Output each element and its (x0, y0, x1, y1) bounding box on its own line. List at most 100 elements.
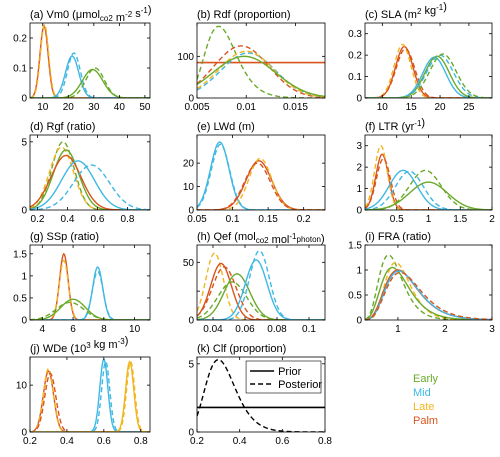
panel-d: 0.2 0.4 0.6 0.8 0 5(d) Rgf (ratio) (21, 121, 151, 225)
legend-early: Early (413, 373, 439, 385)
xtick-label-f-2: 1.5 (453, 214, 467, 225)
curve-c-early-posterior-6 (365, 53, 492, 98)
legend-late: Late (413, 401, 435, 413)
ytick-label-k-1: 5 (188, 359, 194, 370)
ytick-label-c-1: 0.1 (348, 72, 362, 83)
plot-area-b (197, 25, 325, 98)
axes-i (364, 244, 493, 321)
ytick-label-f-3: 3 (356, 141, 362, 152)
ytick-label-i-0: 0 (356, 316, 362, 327)
curve-a-mid-prior-2 (30, 55, 150, 98)
ytick-label-h-2: 50 (183, 258, 195, 269)
ytick-label-e-0: 0 (188, 206, 194, 217)
legend-box-k (245, 360, 322, 394)
curve-h-early-posterior-4 (197, 281, 325, 320)
xtick-label-i-2: 3 (489, 324, 495, 335)
curve-h-early-prior-3 (197, 273, 325, 320)
plot-area-d (30, 141, 150, 210)
xtick-label-a-1: 20 (63, 102, 75, 113)
panel-j: 0.2 0.4 0.6 0.8 0 10 (j) WDe (103 kg m-3) (16, 335, 151, 447)
axes-b (196, 22, 326, 99)
xtick-label-i-0: 1 (395, 324, 401, 335)
curve-e-mid-prior-0 (197, 141, 325, 210)
xtick-label-a-0: 10 (37, 102, 49, 113)
ytick-label-g-3: 1.5 (13, 249, 27, 260)
curve-i-palm-posterior-5 (365, 271, 492, 320)
axes-h (196, 244, 326, 321)
plot-area-g (30, 252, 150, 320)
curve-i-early-prior-2 (365, 266, 492, 320)
ytick-label-i-1: 0.5 (348, 291, 362, 302)
panel-title-a: (a) Vm0 (μmolco2 m-2 s-1) (30, 4, 152, 24)
legend-label-prior: Prior (278, 366, 302, 378)
xtick-label-f-0: 0.5 (390, 214, 404, 225)
panel-title-b: (b) Rdf (proportion) (197, 9, 291, 21)
curve-g-early-prior-4 (30, 298, 150, 320)
axes-d (29, 134, 151, 211)
plot-area-e (197, 141, 325, 210)
ytick-label-j-0: 0 (21, 428, 27, 439)
ytick-label-b-1: 100 (177, 52, 194, 63)
group-legend: Early Mid Late Palm (413, 372, 438, 428)
xtick-label-k-3: 0.8 (318, 436, 332, 447)
curve-c-mid-prior-3 (365, 56, 492, 98)
curve-f-early-posterior-6 (365, 169, 492, 210)
xtick-label-j-1: 0.4 (60, 436, 74, 447)
curve-c-palm-posterior-2 (365, 48, 492, 98)
ytick-label-a-1: 0.1 (13, 64, 27, 75)
legend-mid: Mid (413, 387, 431, 399)
xtick-label-j-0: 0.2 (23, 436, 37, 447)
xtick-label-g-1: 6 (70, 324, 76, 335)
ytick-label-g-2: 1 (21, 271, 27, 282)
xtick-label-k-1: 0.4 (233, 436, 247, 447)
curve-c-late-posterior-1 (365, 43, 492, 98)
plot-area-j (30, 358, 150, 432)
xtick-label-j-3: 0.8 (134, 436, 148, 447)
curve-i-late-posterior-1 (365, 261, 492, 320)
panel-h: 0.04 0.06 0.08 0.1 0 50 (h) Qef (molco2 mol-1p… (183, 231, 326, 335)
xtick-label-c-0: 10 (377, 102, 389, 113)
panel-title-j: (j) WDe (103 kg m-3) (30, 335, 128, 355)
panel-title-e: (e) LWd (m) (197, 121, 255, 133)
panel-title-f: (f) LTR (yr-1) (365, 117, 425, 133)
curve-j-late-posterior-1 (30, 368, 150, 432)
xtick-label-c-3: 25 (463, 102, 475, 113)
axes-k (196, 356, 326, 433)
xtick-label-e-3: 0.2 (297, 214, 311, 225)
xtick-label-d-0: 0.2 (31, 214, 45, 225)
curve-d-mid-prior-5 (30, 160, 150, 210)
panel-title-d: (d) Rgf (ratio) (30, 121, 95, 133)
curve-d-palm-prior-3 (30, 154, 150, 210)
axes-e (196, 134, 326, 211)
panel-g: 4 6 8 10 0 0.5 1 1.5(g) SSp (ratio) (13, 231, 151, 335)
xtick-label-g-3: 10 (129, 324, 141, 335)
curve-b-early-prior-4 (197, 55, 325, 98)
curve-f-palm-posterior-2 (365, 157, 492, 210)
xtick-label-h-2: 0.08 (267, 324, 287, 335)
curve-a-early-posterior-5 (30, 67, 150, 98)
curve-d-mid-posterior-4 (30, 164, 150, 210)
ytick-label-d-0: 0 (21, 206, 27, 217)
panel-title-i: (i) FRA (ratio) (365, 231, 431, 243)
axes-j (29, 356, 151, 433)
curve-g-mid-prior-2 (30, 266, 150, 320)
curve-j-palm-posterior-2 (30, 372, 150, 432)
panel-f: 0.5 1 1.5 2 0 1 2 3(f) LTR (yr-1) (356, 117, 495, 225)
legend-label-posterior: Posterior (278, 379, 322, 391)
xtick-label-a-3: 40 (114, 102, 126, 113)
curve-h-mid-posterior-6 (197, 250, 325, 320)
xtick-label-d-1: 0.4 (61, 214, 75, 225)
curve-f-late-posterior-1 (365, 144, 492, 210)
panel-title-k: (k) Clf (proportion) (197, 343, 286, 355)
xtick-label-k-2: 0.6 (275, 436, 289, 447)
xtick-label-b-2: 0.015 (283, 102, 308, 113)
ytick-label-e-2: 20 (183, 159, 195, 170)
xtick-label-b-1: 0.01 (236, 102, 256, 113)
legend-palm: Palm (413, 415, 439, 427)
curve-f-mid-prior-3 (365, 169, 492, 210)
panel-title-g: (g) SSp (ratio) (30, 231, 99, 243)
xtick-label-c-1: 15 (406, 102, 418, 113)
panel-c: 10 15 20 25 0 0.1 0.2 0.3(c) SLA (m2 kg-1) (348, 1, 493, 113)
xtick-label-b-0: 0.005 (184, 102, 209, 113)
